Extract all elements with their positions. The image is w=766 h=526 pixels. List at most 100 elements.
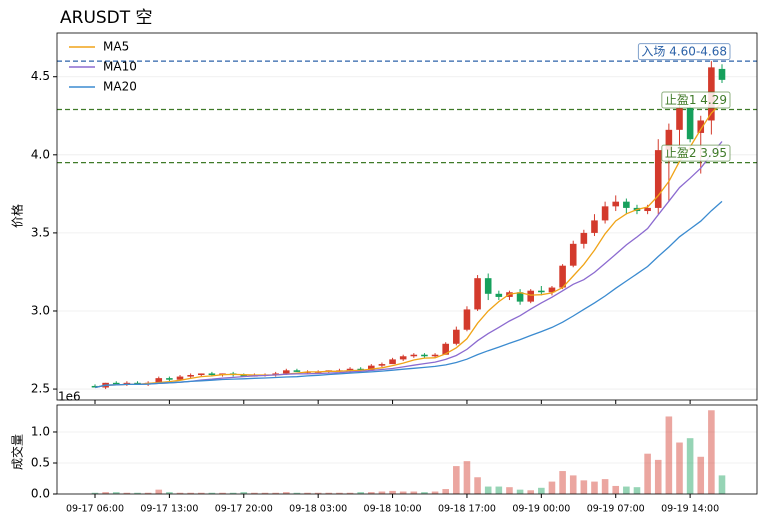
- volume-axis-label: 成交量: [10, 434, 25, 470]
- y-axis-label: 价格: [10, 204, 25, 228]
- volume-offset-label: 1e6: [58, 390, 81, 404]
- candle-body: [176, 376, 184, 380]
- volume-bar: [272, 492, 279, 494]
- volume-bar: [516, 489, 524, 494]
- y-tick-label: 4.0: [31, 147, 50, 161]
- volume-bar: [474, 477, 481, 494]
- volume-bar: [134, 492, 141, 494]
- y-tick-label: 3.5: [31, 225, 50, 239]
- x-tick-label: 09-19 07:00: [587, 504, 645, 515]
- candle-body: [208, 373, 216, 376]
- level-label-text: 入场 4.60-4.68: [641, 45, 727, 59]
- ma-line: [94, 141, 723, 389]
- candle-body: [559, 265, 566, 288]
- level-label-box: [637, 43, 731, 61]
- candle-body: [569, 243, 577, 266]
- candle-body: [112, 382, 120, 385]
- level-label-text: 止盈1 4.29: [665, 93, 727, 107]
- volume-bar: [112, 492, 120, 494]
- candle-body: [580, 232, 588, 244]
- x-tick-label: 09-18 03:00: [289, 504, 347, 515]
- volume-bar: [708, 410, 715, 494]
- candle-body: [591, 220, 598, 233]
- candle-body: [197, 373, 205, 376]
- candle-body: [644, 207, 651, 212]
- candle-body: [463, 309, 471, 330]
- candle-body: [421, 354, 428, 357]
- volume-bar: [357, 492, 364, 494]
- volume-bar: [240, 492, 248, 494]
- volume-bar: [399, 491, 407, 494]
- volume-bar: [421, 492, 428, 494]
- candle-body: [240, 375, 248, 377]
- plot-frame: [56, 32, 758, 401]
- volume-bar: [144, 492, 152, 494]
- ma-line: [94, 200, 723, 389]
- volume-bar: [527, 490, 535, 494]
- y-tick-label: 2.5: [31, 382, 50, 396]
- volume-bar: [580, 480, 588, 494]
- candle-body: [548, 287, 556, 293]
- volume-bar: [559, 471, 566, 494]
- level-label-box: [661, 144, 731, 162]
- candle-body: [601, 206, 609, 221]
- volume-bar: [591, 481, 598, 494]
- volume-bar: [644, 453, 651, 494]
- y-tick-label: 1.0: [31, 424, 50, 438]
- volume-bar: [665, 416, 673, 494]
- candle-body: [484, 278, 492, 294]
- candle-body: [516, 292, 524, 302]
- volume-bar: [325, 492, 333, 494]
- volume-bar: [484, 486, 492, 494]
- volume-bar: [612, 485, 620, 494]
- candle-body: [665, 129, 673, 151]
- chart-title: ARUSDT 空: [60, 8, 153, 28]
- candle-body: [718, 68, 726, 80]
- candle-body: [368, 365, 375, 371]
- candle-body: [166, 378, 173, 380]
- candle-body: [134, 382, 141, 385]
- volume-bar: [91, 492, 99, 494]
- y-tick-label: 0.5: [31, 455, 50, 469]
- candle-body: [442, 343, 449, 355]
- volume-bar: [506, 487, 513, 494]
- candle-body: [538, 290, 545, 293]
- volume-bar: [676, 442, 683, 494]
- volume-bar: [548, 481, 556, 494]
- volume-bar: [229, 492, 237, 494]
- candle-body: [399, 356, 407, 360]
- volume-bar: [155, 489, 163, 494]
- volume-bar: [123, 492, 131, 494]
- volume-bar: [431, 491, 439, 494]
- volume-bar: [208, 492, 216, 494]
- volume-bar: [453, 466, 460, 494]
- candle-body: [91, 385, 99, 388]
- volume-bar: [102, 492, 109, 494]
- level-label: 入场 4.60-4.68: [637, 43, 731, 61]
- candle-body: [357, 368, 364, 371]
- candle-body: [282, 370, 290, 374]
- volume-bar: [336, 492, 343, 494]
- candle-body: [612, 201, 620, 207]
- volume-bar: [304, 492, 311, 494]
- candle-body: [527, 290, 535, 302]
- y-tick-label: 4.5: [31, 69, 50, 83]
- volume-bar: [495, 486, 503, 494]
- candle-body: [378, 364, 386, 366]
- x-tick-label: 09-17 20:00: [215, 504, 273, 515]
- legend-label: MA20: [103, 80, 137, 94]
- x-tick-label: 09-18 17:00: [438, 504, 496, 515]
- volume-bar: [569, 475, 577, 494]
- volume-bar: [261, 492, 269, 494]
- volume-bar: [410, 491, 418, 494]
- volume-bar: [654, 459, 662, 494]
- ma-line: [94, 102, 723, 389]
- volume-bar: [293, 492, 301, 494]
- candle-body: [155, 378, 163, 383]
- level-label-text: 止盈2 3.95: [665, 146, 727, 160]
- volume-bar: [314, 492, 322, 494]
- plot-frame: [56, 404, 758, 495]
- volume-bar: [187, 492, 194, 494]
- candle-body: [431, 354, 439, 357]
